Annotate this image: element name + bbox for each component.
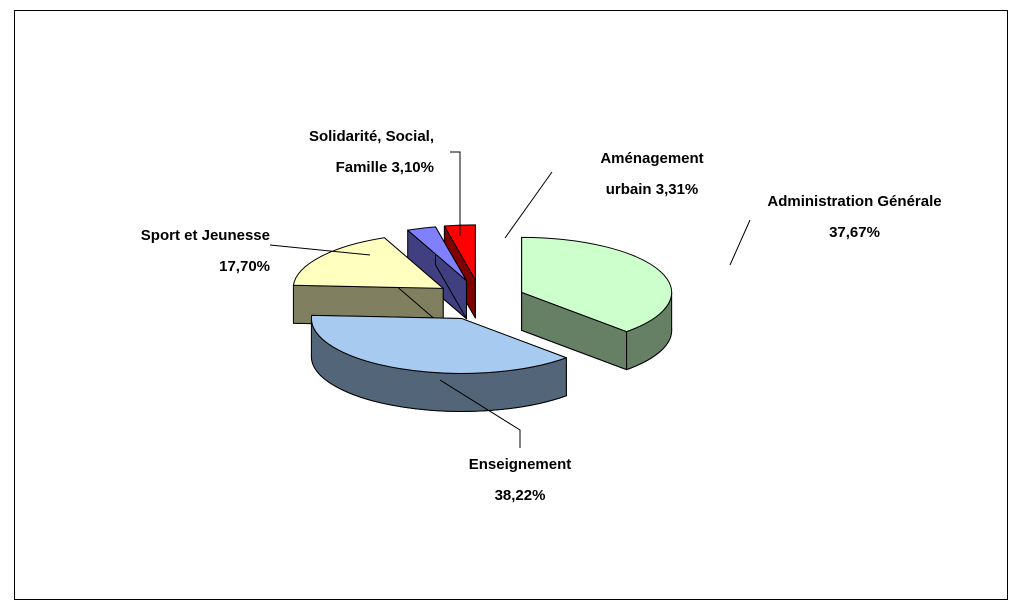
- pie-slice: [292, 237, 444, 289]
- leader-line: [269, 244, 371, 256]
- category-label: Enseignement: [468, 456, 572, 473]
- value-label: 38,22%: [494, 487, 546, 504]
- category-label: Sport et Jeunesse: [140, 227, 270, 244]
- value-label: 17,70%: [219, 258, 270, 275]
- value-label: 37,67%: [829, 224, 880, 241]
- pie-slice: [407, 226, 467, 282]
- pie-slice: [521, 236, 673, 333]
- slice-label: Solidarité, Social, Famille 3,10%: [258, 121, 434, 183]
- category-label: Solidarité, Social, Famille: [308, 128, 434, 176]
- leader-line: [504, 171, 553, 239]
- leader-line: [439, 379, 521, 448]
- leader-line: [729, 219, 751, 266]
- slice-label: Aménagement urbain 3,31%: [582, 143, 722, 205]
- value-label: 3,10%: [391, 159, 434, 176]
- slice-label: Administration Générale 37,67%: [762, 186, 947, 248]
- pie-slice: [310, 314, 567, 374]
- pie: [292, 224, 673, 412]
- slice-label: Enseignement 38,22%: [455, 449, 585, 511]
- category-label: Aménagement urbain: [600, 150, 704, 198]
- chart-frame: [14, 10, 1008, 600]
- leader-lines: [269, 151, 751, 448]
- slice-label: Sport et Jeunesse 17,70%: [140, 220, 270, 282]
- value-label: 3,31%: [655, 181, 699, 198]
- category-label: Administration Générale: [767, 193, 942, 210]
- leader-line: [450, 151, 461, 236]
